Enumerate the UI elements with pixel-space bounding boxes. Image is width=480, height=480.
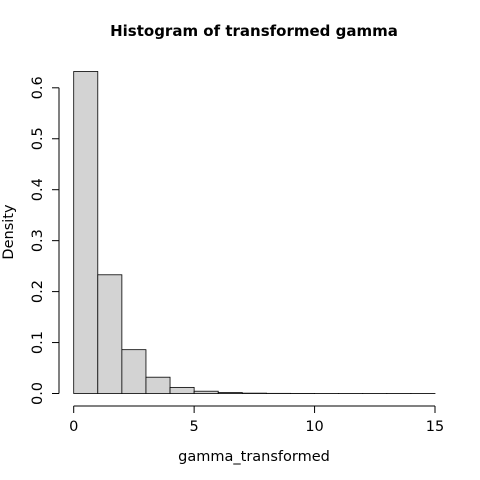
- x-axis: 0 5 10 15: [69, 405, 444, 435]
- histogram-bar: [97, 274, 123, 394]
- y-tick-label: 0.0: [30, 382, 46, 405]
- histogram-bar: [145, 376, 171, 394]
- x-tick-label: 0: [69, 419, 78, 435]
- y-axis: 0.0 0.1 0.2 0.3 0.4 0.5 0.6: [30, 76, 60, 405]
- chart-title: Histogram of transformed gamma: [110, 22, 398, 40]
- y-tick-label: 0.2: [30, 280, 46, 303]
- x-tick-label: 5: [190, 419, 199, 435]
- y-tick-label: 0.3: [30, 229, 46, 252]
- histogram-bar: [121, 349, 147, 394]
- histogram-bar: [169, 386, 195, 394]
- x-tick-label: 15: [426, 419, 444, 435]
- histogram-bar: [217, 392, 243, 394]
- y-axis-label: Density: [1, 204, 17, 260]
- x-axis-label: gamma_transformed: [178, 449, 330, 465]
- y-tick-label: 0.5: [30, 127, 46, 150]
- histogram-bars: [73, 71, 436, 394]
- histogram-bar: [73, 71, 99, 394]
- x-tick-label: 10: [305, 419, 323, 435]
- y-tick-label: 0.6: [30, 76, 46, 99]
- histogram-bar: [193, 390, 219, 394]
- y-tick-label: 0.1: [30, 331, 46, 354]
- y-tick-label: 0.4: [30, 178, 46, 201]
